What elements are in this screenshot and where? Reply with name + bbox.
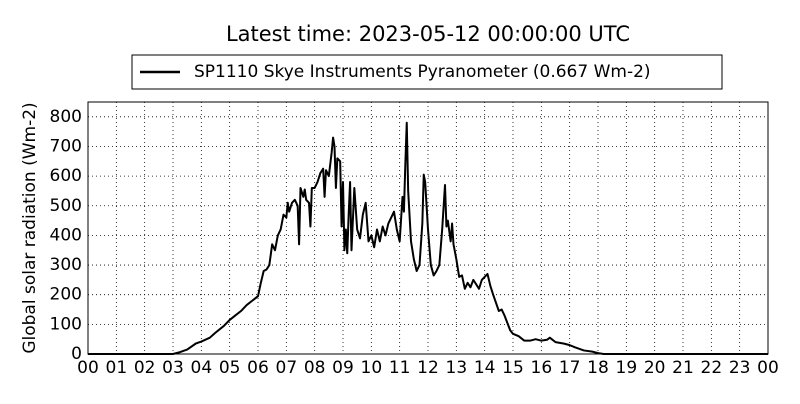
x-tick-label: 01 (106, 358, 128, 378)
x-tick-label: 17 (559, 358, 581, 378)
x-tick-label: 18 (587, 358, 609, 378)
legend-label: SP1110 Skye Instruments Pyranometer (0.6… (194, 62, 651, 82)
y-tick-label: 0 (71, 344, 82, 364)
x-tick-label: 00 (77, 358, 99, 378)
x-tick-label: 12 (417, 358, 439, 378)
plot-frame (87, 101, 769, 355)
x-tick-label: 10 (361, 358, 383, 378)
x-tick-label: 09 (332, 358, 354, 378)
x-tick-label: 14 (474, 358, 496, 378)
x-tick-label: 16 (531, 358, 553, 378)
y-tick-label: 800 (50, 107, 82, 127)
x-tick-label: 08 (304, 358, 326, 378)
x-tick-label: 20 (644, 358, 666, 378)
x-tick-label: 02 (134, 358, 156, 378)
x-tick-label: 06 (247, 358, 269, 378)
x-tick-label: 13 (446, 358, 468, 378)
x-tick-label: 11 (389, 358, 411, 378)
x-tick-label: 15 (502, 358, 524, 378)
legend-box (131, 54, 723, 90)
x-tick-label: 22 (701, 358, 723, 378)
data-line (88, 121, 768, 355)
y-tick-label: 500 (50, 196, 82, 216)
y-tick-label: 100 (50, 314, 82, 334)
y-tick-label: 600 (50, 166, 82, 186)
y-tick-label: 700 (50, 136, 82, 156)
x-tick-label: 21 (672, 358, 694, 378)
x-tick-label: 03 (162, 358, 184, 378)
x-tick-label: 04 (191, 358, 213, 378)
y-axis-label: Global solar radiation (Wm-2) (20, 102, 40, 353)
x-tick-label: 23 (729, 358, 751, 378)
x-tick-label: 05 (219, 358, 241, 378)
x-tick-label: 19 (616, 358, 638, 378)
y-tick-label: 400 (50, 225, 82, 245)
x-tick-label: 00 (757, 358, 779, 378)
x-tick-label: 07 (276, 358, 298, 378)
y-tick-label: 200 (50, 285, 82, 305)
chart-title: Latest time: 2023-05-12 00:00:00 UTC (226, 22, 630, 46)
y-tick-label: 300 (50, 255, 82, 275)
